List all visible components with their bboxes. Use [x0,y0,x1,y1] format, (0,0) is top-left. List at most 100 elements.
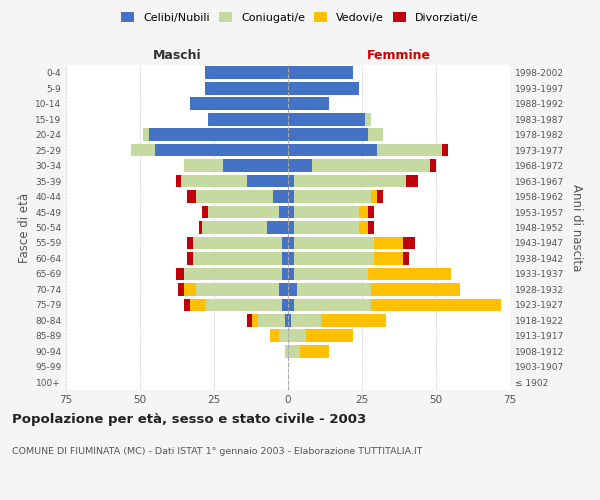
Bar [288,345,300,358]
Bar [288,283,297,296]
Bar [288,298,294,311]
Bar [187,190,196,203]
Bar [155,144,288,156]
Bar [288,330,306,342]
Bar [205,66,288,79]
Bar [288,236,294,250]
Bar [288,113,365,126]
Bar [294,221,359,234]
Bar [279,330,288,342]
Bar [365,113,371,126]
Bar [199,221,202,234]
Bar [143,128,149,141]
Bar [288,206,294,218]
Bar [282,236,288,250]
Bar [247,174,288,188]
Bar [184,159,223,172]
Bar [205,298,282,311]
Bar [279,206,288,218]
Bar [294,236,374,250]
Bar [259,314,285,326]
Bar [368,221,374,234]
Bar [377,144,442,156]
Bar [297,283,371,296]
Bar [285,314,288,326]
Bar [178,283,184,296]
Bar [279,283,288,296]
Bar [181,174,247,188]
Bar [196,283,279,296]
Bar [294,268,368,280]
Bar [403,252,409,265]
Bar [184,268,282,280]
Bar [196,190,273,203]
Bar [176,268,184,280]
Bar [371,190,377,203]
Bar [193,252,282,265]
Bar [406,174,418,188]
Bar [368,128,383,141]
Bar [267,221,288,234]
Bar [294,298,371,311]
Bar [442,144,448,156]
Bar [288,82,359,94]
Bar [320,314,386,326]
Bar [291,314,320,326]
Bar [247,314,253,326]
Bar [184,283,196,296]
Bar [294,252,374,265]
Text: Popolazione per età, sesso e stato civile - 2003: Popolazione per età, sesso e stato civil… [12,412,366,426]
Bar [208,206,279,218]
Bar [131,144,155,156]
Bar [371,298,501,311]
Bar [288,159,311,172]
Bar [374,252,403,265]
Bar [430,159,436,172]
Bar [294,174,406,188]
Text: Femmine: Femmine [367,49,431,62]
Bar [359,221,368,234]
Bar [288,66,353,79]
Bar [193,236,282,250]
Bar [374,236,403,250]
Bar [288,268,294,280]
Bar [190,98,288,110]
Bar [368,206,374,218]
Text: Maschi: Maschi [152,49,202,62]
Bar [282,268,288,280]
Bar [371,283,460,296]
Bar [288,98,329,110]
Bar [359,206,368,218]
Bar [288,190,294,203]
Bar [311,159,430,172]
Bar [223,159,288,172]
Bar [403,236,415,250]
Bar [368,268,451,280]
Bar [253,314,259,326]
Bar [187,236,193,250]
Bar [208,113,288,126]
Bar [190,298,205,311]
Bar [288,128,368,141]
Bar [288,314,291,326]
Bar [270,330,279,342]
Bar [202,206,208,218]
Legend: Celibi/Nubili, Coniugati/e, Vedovi/e, Divorziati/e: Celibi/Nubili, Coniugati/e, Vedovi/e, Di… [117,8,483,28]
Bar [377,190,383,203]
Bar [187,252,193,265]
Bar [288,174,294,188]
Bar [288,221,294,234]
Bar [184,298,190,311]
Bar [294,206,359,218]
Text: COMUNE DI FIUMINATA (MC) - Dati ISTAT 1° gennaio 2003 - Elaborazione TUTTITALIA.: COMUNE DI FIUMINATA (MC) - Dati ISTAT 1°… [12,448,422,456]
Y-axis label: Anni di nascita: Anni di nascita [569,184,583,271]
Bar [149,128,288,141]
Bar [285,345,288,358]
Bar [282,298,288,311]
Bar [282,252,288,265]
Bar [273,190,288,203]
Y-axis label: Fasce di età: Fasce di età [18,192,31,262]
Bar [294,190,371,203]
Bar [205,82,288,94]
Bar [176,174,181,188]
